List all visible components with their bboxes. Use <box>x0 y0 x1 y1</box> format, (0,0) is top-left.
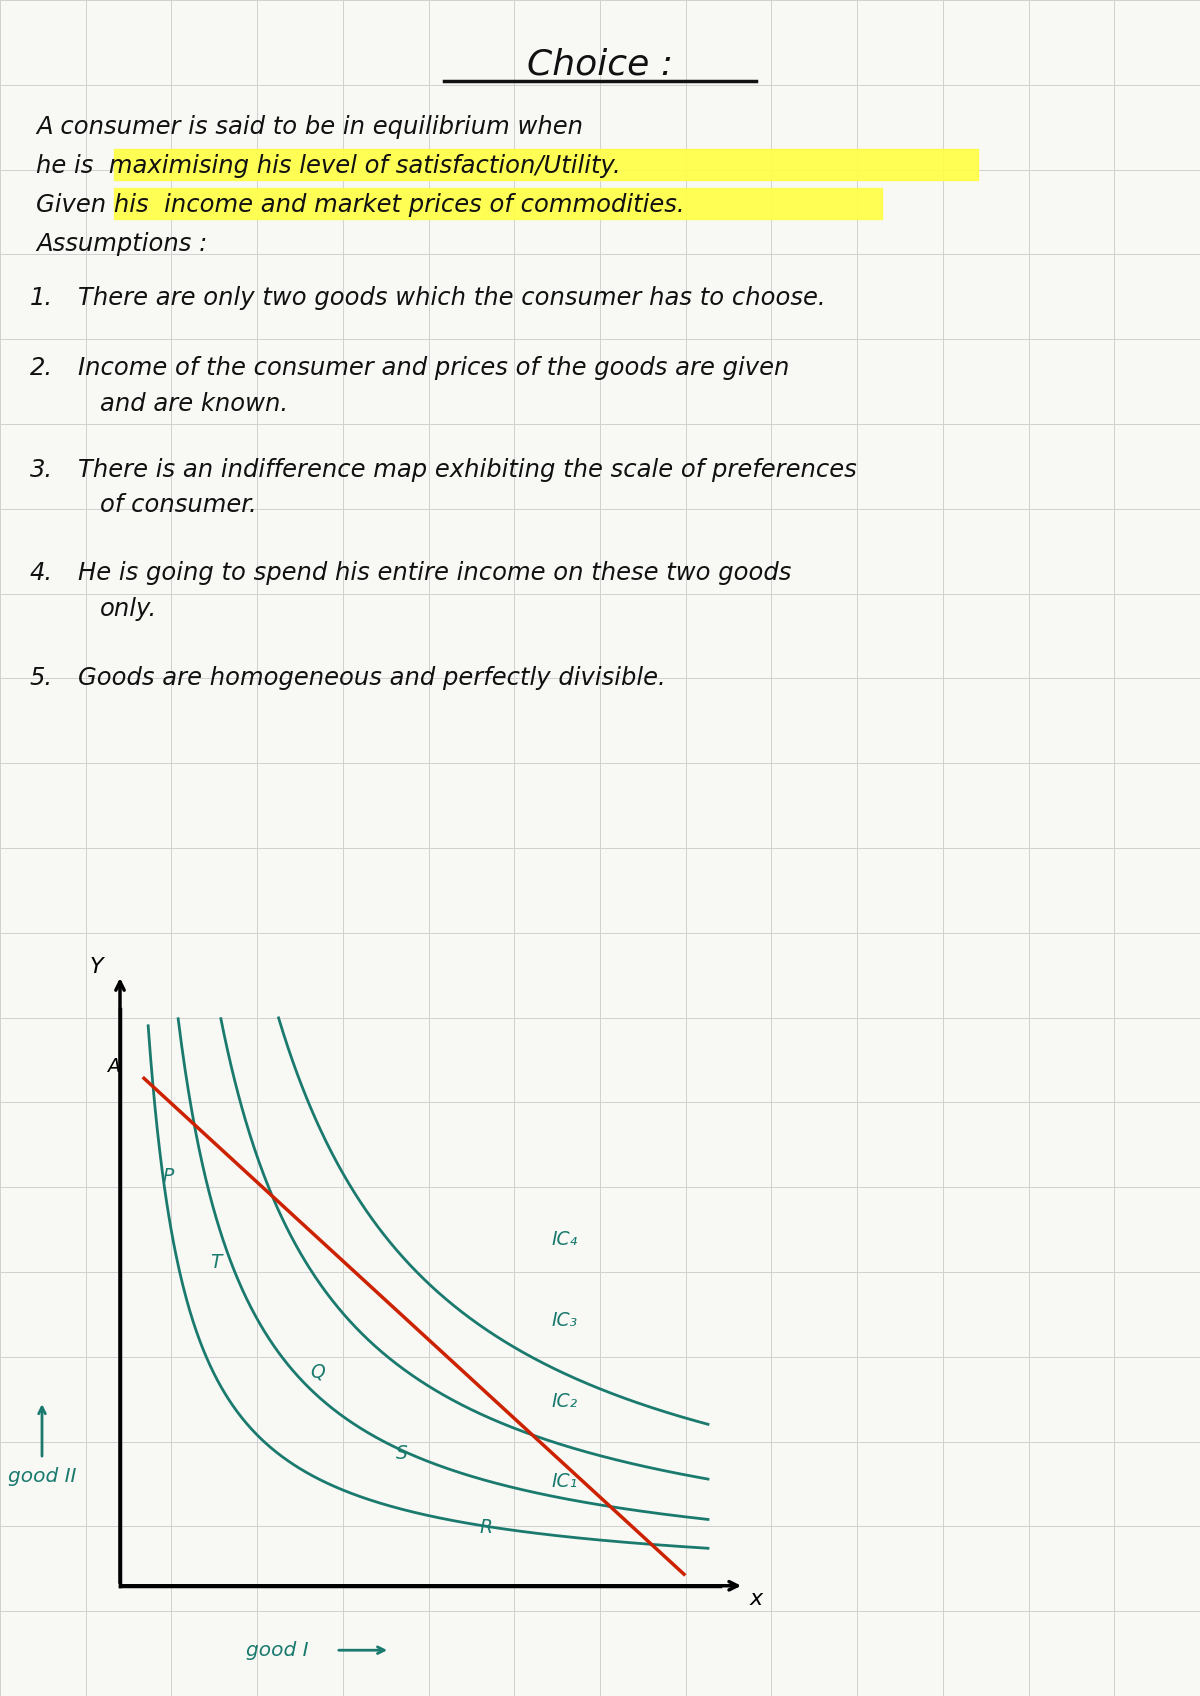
Text: IC₄: IC₄ <box>552 1230 578 1250</box>
Text: There is an indifference map exhibiting the scale of preferences: There is an indifference map exhibiting … <box>78 458 857 482</box>
Text: 2.: 2. <box>30 356 53 380</box>
Text: x: x <box>750 1589 762 1610</box>
Text: of consumer.: of consumer. <box>100 494 257 517</box>
Text: IC₃: IC₃ <box>552 1311 578 1330</box>
Text: only.: only. <box>100 597 157 621</box>
Text: Choice :: Choice : <box>527 47 673 81</box>
Text: There are only two goods which the consumer has to choose.: There are only two goods which the consu… <box>78 287 826 310</box>
Text: he is  maximising his level of satisfaction/Utility.: he is maximising his level of satisfacti… <box>36 154 620 178</box>
Text: 5.: 5. <box>30 667 53 690</box>
Text: 3.: 3. <box>30 458 53 482</box>
Text: A consumer is said to be in equilibrium when: A consumer is said to be in equilibrium … <box>36 115 583 139</box>
Text: Y: Y <box>89 957 103 977</box>
Text: S: S <box>396 1443 408 1462</box>
Text: Assumptions :: Assumptions : <box>36 232 208 256</box>
Text: 4.: 4. <box>30 561 53 585</box>
Text: P: P <box>162 1167 174 1186</box>
Text: T: T <box>210 1253 222 1272</box>
Text: IC₂: IC₂ <box>552 1392 578 1411</box>
Text: Given his  income and market prices of commodities.: Given his income and market prices of co… <box>36 193 685 217</box>
Text: A: A <box>108 1057 120 1077</box>
Text: Income of the consumer and prices of the goods are given: Income of the consumer and prices of the… <box>78 356 790 380</box>
Text: IC₁: IC₁ <box>552 1472 578 1491</box>
Bar <box>114 188 882 219</box>
Text: good II: good II <box>8 1467 76 1486</box>
Text: good I: good I <box>246 1640 308 1660</box>
Text: and are known.: and are known. <box>100 392 288 416</box>
Bar <box>114 149 978 180</box>
Text: R: R <box>480 1518 492 1537</box>
Text: Q: Q <box>311 1364 325 1382</box>
Text: 1.: 1. <box>30 287 53 310</box>
Text: Goods are homogeneous and perfectly divisible.: Goods are homogeneous and perfectly divi… <box>78 667 666 690</box>
Text: He is going to spend his entire income on these two goods: He is going to spend his entire income o… <box>78 561 791 585</box>
